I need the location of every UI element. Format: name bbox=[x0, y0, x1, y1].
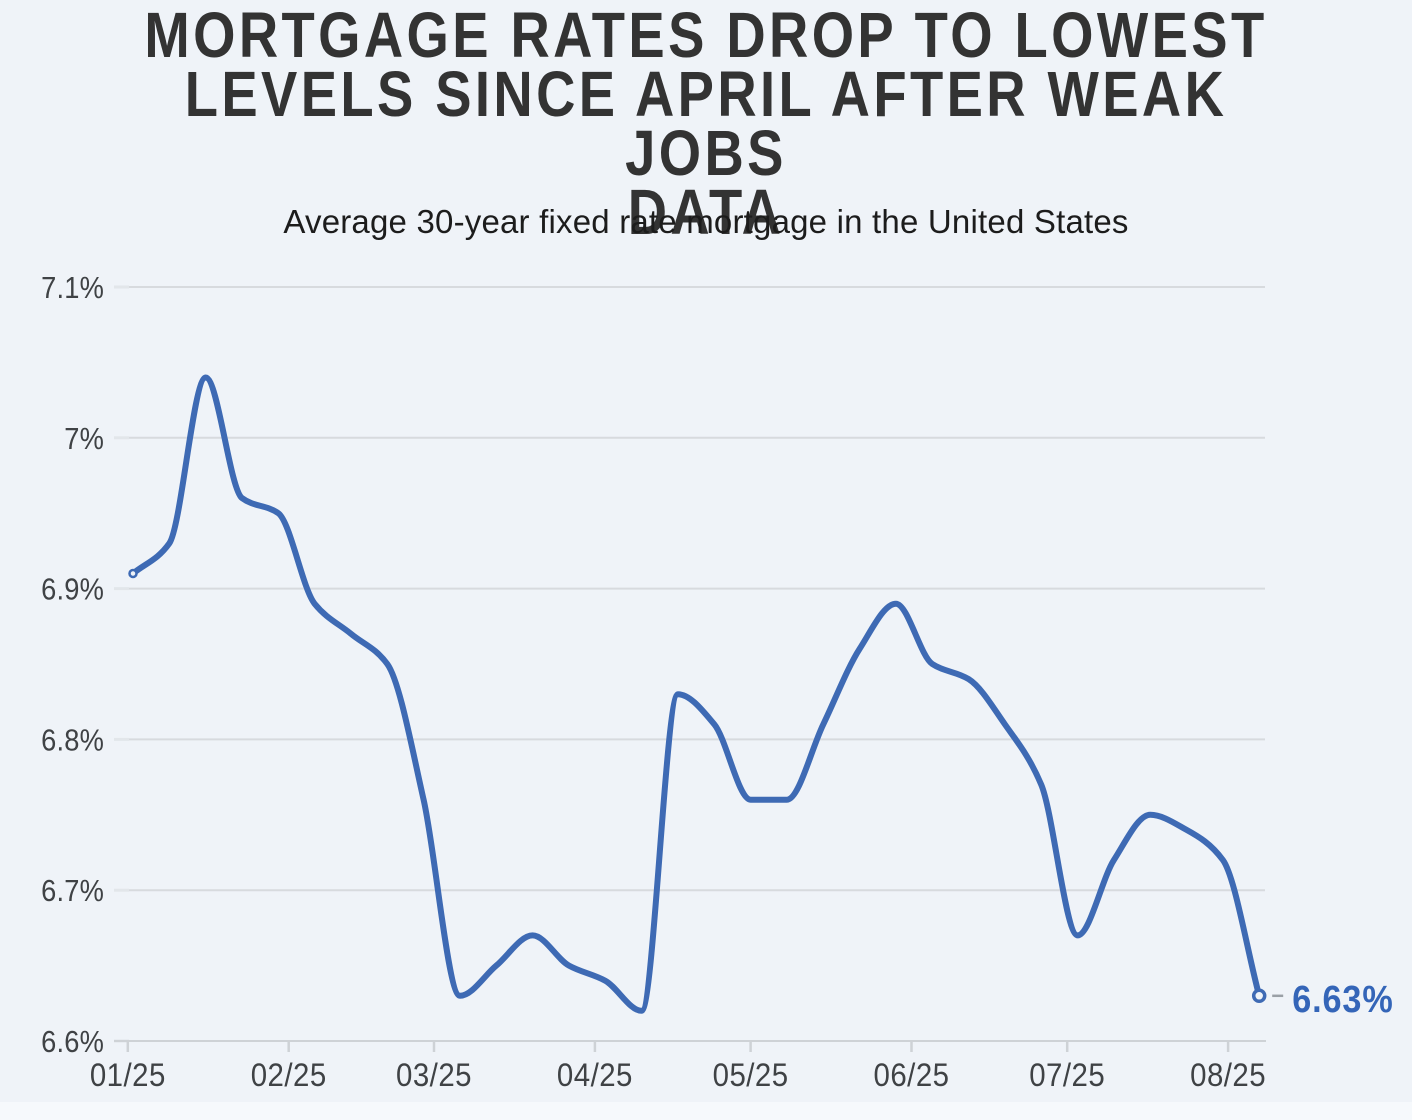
y-tick-label: 6.8% bbox=[41, 724, 104, 758]
y-tick-label: 7.1% bbox=[41, 271, 104, 305]
end-point-marker bbox=[1251, 988, 1267, 1004]
x-tick-label: 02/25 bbox=[251, 1057, 327, 1093]
start-point-marker bbox=[128, 568, 138, 579]
chart-title-line-3: DATA bbox=[627, 176, 785, 248]
x-tick-label: 04/25 bbox=[557, 1057, 633, 1093]
chart-subtitle: Average 30-year fixed rate mortgage in t… bbox=[283, 203, 1129, 240]
chart-title-line-2: LEVELS SINCE APRIL AFTER WEAK JOBS bbox=[184, 58, 1228, 189]
bottom-strip bbox=[0, 1102, 1412, 1120]
chart-title-line-1: MORTGAGE RATES DROP TO LOWEST bbox=[144, 0, 1268, 71]
chart-title: MORTGAGE RATES DROP TO LOWEST LEVELS SIN… bbox=[106, 0, 1306, 248]
x-tick-label: 07/25 bbox=[1029, 1057, 1105, 1093]
y-tick-label: 6.6% bbox=[41, 1025, 104, 1059]
x-tick-label: 08/25 bbox=[1190, 1057, 1266, 1093]
x-tick-label: 06/25 bbox=[874, 1057, 950, 1093]
series-line bbox=[130, 374, 1263, 1014]
y-tick-label: 6.7% bbox=[41, 875, 104, 909]
x-tick-label: 03/25 bbox=[396, 1057, 472, 1093]
y-tick-label: 6.9% bbox=[41, 573, 104, 607]
x-tick-label: 01/25 bbox=[90, 1057, 166, 1093]
x-tick-label: 05/25 bbox=[713, 1057, 789, 1093]
end-value-annotation: 6.63% bbox=[1292, 977, 1393, 1020]
y-tick-label: 7% bbox=[64, 422, 104, 456]
